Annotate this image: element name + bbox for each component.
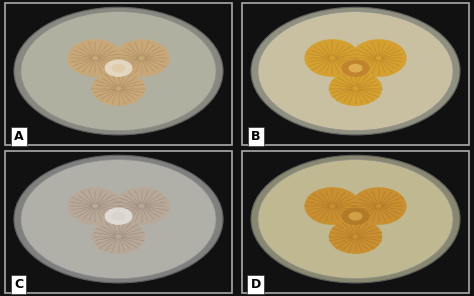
Ellipse shape: [21, 160, 216, 279]
Ellipse shape: [258, 160, 453, 279]
Ellipse shape: [351, 39, 407, 77]
Ellipse shape: [92, 71, 145, 106]
Ellipse shape: [251, 155, 460, 283]
Ellipse shape: [348, 64, 363, 73]
Ellipse shape: [21, 12, 216, 131]
Ellipse shape: [329, 71, 382, 106]
Text: D: D: [250, 278, 261, 291]
Text: B: B: [251, 130, 260, 143]
Ellipse shape: [304, 187, 360, 225]
Ellipse shape: [348, 212, 363, 221]
Text: A: A: [14, 130, 23, 143]
Ellipse shape: [111, 64, 126, 73]
Ellipse shape: [67, 39, 123, 77]
Text: C: C: [14, 278, 23, 291]
Ellipse shape: [304, 39, 360, 77]
Ellipse shape: [67, 187, 123, 225]
Ellipse shape: [342, 207, 369, 225]
Ellipse shape: [111, 212, 126, 221]
Ellipse shape: [342, 59, 369, 77]
Ellipse shape: [14, 7, 223, 135]
Ellipse shape: [14, 155, 223, 283]
Ellipse shape: [92, 219, 145, 254]
Ellipse shape: [258, 12, 453, 131]
Ellipse shape: [105, 59, 132, 77]
Ellipse shape: [251, 7, 460, 135]
Ellipse shape: [114, 39, 170, 77]
Ellipse shape: [351, 187, 407, 225]
Ellipse shape: [329, 219, 382, 254]
Ellipse shape: [105, 207, 132, 225]
Ellipse shape: [114, 187, 170, 225]
